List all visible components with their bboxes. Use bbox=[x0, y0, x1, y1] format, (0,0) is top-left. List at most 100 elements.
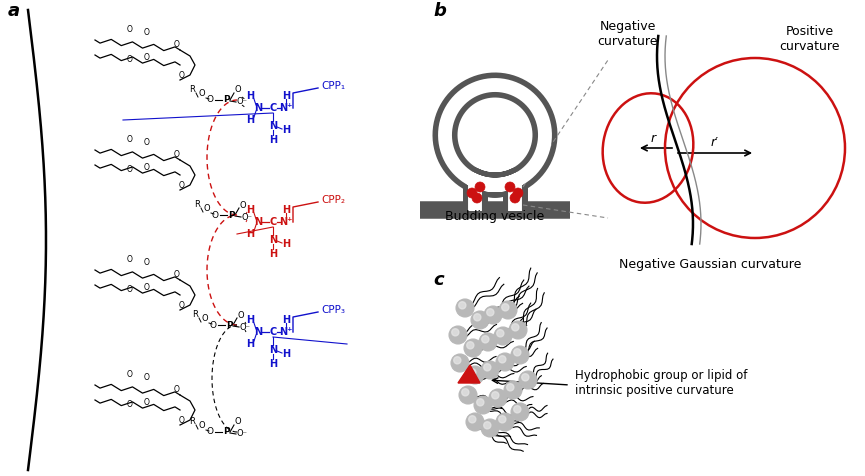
Text: O: O bbox=[127, 135, 133, 144]
Text: O: O bbox=[144, 163, 150, 172]
Text: O: O bbox=[174, 40, 180, 49]
Circle shape bbox=[474, 396, 492, 414]
Text: H: H bbox=[246, 229, 254, 239]
Circle shape bbox=[466, 366, 484, 384]
Text: O: O bbox=[144, 138, 150, 147]
Text: CPP₁: CPP₁ bbox=[321, 81, 345, 91]
Text: O: O bbox=[127, 255, 133, 264]
Text: O: O bbox=[144, 53, 150, 62]
Text: N⁺: N⁺ bbox=[279, 103, 292, 113]
Text: H: H bbox=[246, 205, 254, 215]
Text: CPP₂: CPP₂ bbox=[321, 195, 345, 205]
Text: O: O bbox=[234, 417, 241, 426]
Text: O⁻: O⁻ bbox=[240, 323, 251, 331]
Text: c: c bbox=[433, 271, 444, 289]
Text: O: O bbox=[179, 301, 185, 310]
Circle shape bbox=[477, 399, 484, 406]
Circle shape bbox=[454, 357, 461, 364]
Text: N: N bbox=[254, 103, 262, 113]
Text: O: O bbox=[127, 285, 133, 294]
Text: O: O bbox=[179, 71, 185, 80]
Circle shape bbox=[496, 413, 514, 431]
Text: N⁺: N⁺ bbox=[279, 217, 292, 227]
Text: H: H bbox=[282, 125, 290, 135]
Circle shape bbox=[494, 327, 512, 345]
Text: O: O bbox=[179, 181, 185, 190]
Circle shape bbox=[462, 389, 469, 396]
Text: O: O bbox=[174, 150, 180, 159]
Text: O: O bbox=[127, 165, 133, 174]
Circle shape bbox=[497, 330, 504, 337]
Circle shape bbox=[481, 361, 499, 379]
Circle shape bbox=[511, 346, 529, 364]
Text: Budding vesicle: Budding vesicle bbox=[445, 210, 545, 223]
Text: O: O bbox=[144, 373, 150, 382]
Circle shape bbox=[482, 336, 489, 343]
Circle shape bbox=[481, 419, 499, 437]
Text: O: O bbox=[144, 283, 150, 292]
Text: P: P bbox=[227, 210, 234, 219]
Text: R: R bbox=[194, 200, 200, 209]
Text: O: O bbox=[207, 96, 214, 105]
Circle shape bbox=[484, 422, 491, 429]
Circle shape bbox=[496, 353, 514, 371]
Text: O⁻: O⁻ bbox=[236, 429, 247, 438]
Text: C: C bbox=[269, 103, 277, 113]
Text: O: O bbox=[207, 427, 214, 436]
Text: O: O bbox=[127, 25, 133, 34]
Circle shape bbox=[514, 406, 521, 413]
Circle shape bbox=[512, 324, 519, 331]
Text: O: O bbox=[234, 86, 241, 95]
Text: O: O bbox=[209, 320, 216, 329]
Circle shape bbox=[467, 188, 477, 198]
Text: Negative Gaussian curvature: Negative Gaussian curvature bbox=[618, 258, 801, 271]
Text: O: O bbox=[212, 210, 219, 219]
Text: O: O bbox=[240, 200, 247, 209]
Circle shape bbox=[509, 321, 527, 339]
Text: O: O bbox=[202, 314, 208, 323]
Circle shape bbox=[502, 304, 509, 311]
Text: R: R bbox=[189, 417, 195, 426]
Polygon shape bbox=[458, 365, 480, 383]
Text: O⁻: O⁻ bbox=[241, 212, 253, 221]
Text: O: O bbox=[174, 270, 180, 279]
Circle shape bbox=[475, 182, 485, 192]
Text: R: R bbox=[192, 310, 198, 319]
Text: O: O bbox=[199, 89, 205, 98]
Text: Hydrophobic group or lipid of
intrinsic positive curvature: Hydrophobic group or lipid of intrinsic … bbox=[575, 369, 747, 397]
Circle shape bbox=[487, 309, 494, 316]
Circle shape bbox=[499, 356, 506, 363]
Circle shape bbox=[511, 403, 529, 421]
Text: O: O bbox=[144, 28, 150, 37]
Text: N⁺: N⁺ bbox=[279, 327, 292, 337]
Text: O: O bbox=[199, 421, 205, 430]
Circle shape bbox=[504, 381, 522, 399]
Circle shape bbox=[484, 306, 502, 324]
Circle shape bbox=[491, 392, 499, 399]
Circle shape bbox=[469, 416, 476, 423]
Circle shape bbox=[510, 193, 520, 203]
Circle shape bbox=[469, 369, 476, 376]
Text: H: H bbox=[269, 249, 277, 259]
Circle shape bbox=[522, 374, 529, 381]
Text: r: r bbox=[650, 132, 656, 145]
Text: H: H bbox=[282, 349, 290, 359]
Text: H: H bbox=[269, 135, 277, 145]
Text: O: O bbox=[144, 258, 150, 267]
Circle shape bbox=[458, 302, 466, 309]
Circle shape bbox=[459, 386, 477, 404]
Circle shape bbox=[484, 364, 491, 371]
Text: H: H bbox=[282, 91, 290, 101]
Circle shape bbox=[472, 193, 482, 203]
Text: a: a bbox=[8, 2, 20, 20]
Circle shape bbox=[519, 371, 537, 389]
Text: P: P bbox=[226, 320, 233, 329]
Text: N: N bbox=[254, 217, 262, 227]
Circle shape bbox=[452, 329, 459, 336]
Circle shape bbox=[456, 299, 474, 317]
Text: O: O bbox=[174, 385, 180, 394]
Text: O: O bbox=[238, 310, 244, 319]
Text: H: H bbox=[246, 339, 254, 349]
Text: H: H bbox=[282, 239, 290, 249]
Circle shape bbox=[451, 354, 469, 372]
